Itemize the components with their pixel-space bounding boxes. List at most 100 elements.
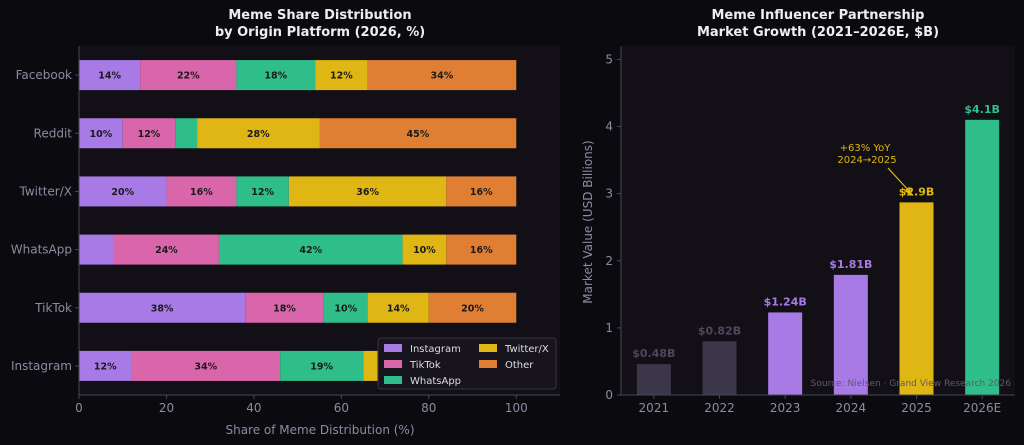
bar-segment xyxy=(367,292,429,323)
bar-segment xyxy=(428,292,517,323)
bar-segment-label: 16% xyxy=(190,187,213,198)
market-bar-label: $1.81B xyxy=(829,258,872,271)
market-bar-label: $4.1B xyxy=(964,103,1000,116)
bar-segment-label: 16% xyxy=(470,245,493,256)
bar-segment xyxy=(446,176,517,207)
legend-label: Twitter/X xyxy=(504,344,549,355)
y-tick-label: Twitter/X xyxy=(19,184,72,198)
bar-segment-label: 20% xyxy=(111,187,134,198)
market-bar xyxy=(636,364,671,395)
left-plot-area xyxy=(79,46,560,395)
legend-swatch xyxy=(479,344,497,352)
bar-segment-label: 34% xyxy=(431,71,454,82)
bar-segment-label: 24% xyxy=(155,245,178,256)
right-plot-area xyxy=(621,46,1015,395)
right-y-ticks: 0 1 2 3 4 5 xyxy=(605,52,621,402)
bar-segment xyxy=(218,234,403,265)
bar-segment-label: 45% xyxy=(407,129,430,140)
market-bar xyxy=(965,119,1000,396)
annotation-arrow-line xyxy=(887,167,911,193)
legend-swatch xyxy=(384,376,402,384)
bar-segment xyxy=(122,118,176,149)
left-chart-title-line2: by Origin Platform (2026, %) xyxy=(215,25,425,40)
x-tick-label: 2024 xyxy=(836,401,867,415)
x-tick-label: 2025 xyxy=(901,401,932,415)
legend-box xyxy=(377,337,557,390)
left-y-ticks: Facebook Reddit Twitter/X WhatsApp TikTok Ins… xyxy=(11,68,79,373)
right-chart-title-line1: Meme Influencer Partnership xyxy=(712,8,925,23)
x-tick-label: 2026E xyxy=(963,401,1001,415)
legend-label: Other xyxy=(505,360,534,371)
annotation-arrow-head xyxy=(904,187,913,196)
y-tick-label: 4 xyxy=(605,120,613,134)
bar-segment xyxy=(79,292,246,323)
bar-segment xyxy=(113,234,219,265)
y-tick-label: Facebook xyxy=(16,68,72,82)
left-x-ticks: 0 20 40 60 80 100 xyxy=(75,395,528,415)
bar-segment-label: 10% xyxy=(334,303,357,314)
market-bar-label: $2.9B xyxy=(899,185,935,198)
bar-segment-label: 19% xyxy=(310,361,333,372)
right-chart-title-line2: Market Growth (2021–2026E, $B) xyxy=(697,25,939,40)
bar-segment xyxy=(367,60,517,91)
bar-segment-label: 12% xyxy=(138,129,161,140)
x-tick-label: 80 xyxy=(421,401,436,415)
market-bar-label: $0.82B xyxy=(698,324,741,337)
annotation-line2: 2024→2025 xyxy=(837,155,896,166)
market-bar-label: $0.48B xyxy=(632,347,675,360)
x-tick-label: 2022 xyxy=(704,401,735,415)
market-growth-chart: Meme Influencer Partnership Market Growt… xyxy=(581,8,1015,415)
right-x-ticks: 2021 2022 2023 2024 2025 2026E xyxy=(639,395,1001,415)
x-tick-label: 20 xyxy=(159,401,174,415)
x-tick-label: 40 xyxy=(246,401,261,415)
bar-segment-label: 10% xyxy=(413,245,436,256)
x-tick-label: 2021 xyxy=(639,401,670,415)
market-bar xyxy=(899,202,934,395)
bar-segment-label: 12% xyxy=(330,71,353,82)
bar-segment xyxy=(288,176,447,207)
bar-segment xyxy=(79,118,123,149)
left-x-axis-label: Share of Meme Distribution (%) xyxy=(225,423,414,437)
y-tick-label: 0 xyxy=(605,388,613,402)
bar-segment xyxy=(197,118,320,149)
bar-segment xyxy=(236,176,289,207)
annotation-line1: +63% YoY xyxy=(840,143,892,154)
bar-segment-label: 12% xyxy=(94,361,117,372)
market-bar xyxy=(833,274,868,395)
legend-swatch xyxy=(384,344,402,352)
legend-label: Instagram xyxy=(410,344,461,355)
y-tick-label: 1 xyxy=(605,321,613,335)
legend-items: Instagram Twitter/X TikTok Other WhatsApp xyxy=(384,344,549,387)
x-tick-label: 60 xyxy=(334,401,349,415)
bar-segment xyxy=(236,60,316,91)
y-tick-label: Reddit xyxy=(34,126,73,140)
market-bar-label: $1.24B xyxy=(764,295,807,308)
yoy-annotation: +63% YoY 2024→2025 xyxy=(837,143,913,196)
bar-segment xyxy=(79,176,167,207)
source-note: Source: Nielsen · Grand View Research 20… xyxy=(811,379,1012,389)
bar-segment-label: 14% xyxy=(387,303,410,314)
right-y-axis-label: Market Value (USD Billions) xyxy=(581,140,595,303)
y-tick-label: Instagram xyxy=(11,359,72,373)
market-bar xyxy=(702,341,737,395)
y-tick-label: WhatsApp xyxy=(11,243,72,257)
bar-segment-label: 28% xyxy=(247,129,270,140)
bar-segment-label: 38% xyxy=(151,303,174,314)
legend-label: WhatsApp xyxy=(410,376,461,387)
bar-segment xyxy=(79,350,132,381)
bar-segment-label: 18% xyxy=(273,303,296,314)
left-legend: Instagram Twitter/X TikTok Other WhatsApp xyxy=(377,337,557,390)
bar-segment xyxy=(315,60,368,91)
bar-segment xyxy=(319,118,517,149)
y-tick-label: 5 xyxy=(605,52,613,66)
y-tick-label: 3 xyxy=(605,187,613,201)
bar-segment-label: 20% xyxy=(461,303,484,314)
bar-segment xyxy=(131,350,281,381)
y-tick-label: 2 xyxy=(605,254,613,268)
bar-segment-label: 34% xyxy=(194,361,217,372)
bar-segment-label: 10% xyxy=(89,129,112,140)
bar-segment xyxy=(323,292,368,323)
bar-segment xyxy=(446,234,517,265)
bar-segment xyxy=(166,176,237,207)
